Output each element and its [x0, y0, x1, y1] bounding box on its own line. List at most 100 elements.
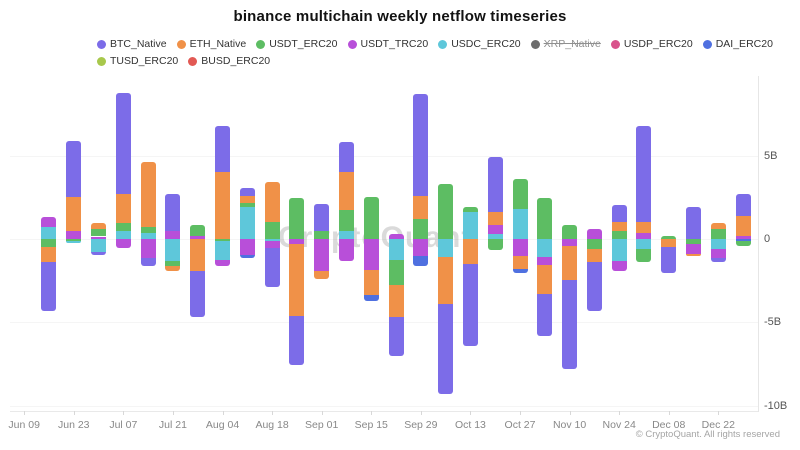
- bar-segment-usdt_trc20[interactable]: [537, 257, 553, 265]
- bar-segment-dai_erc20[interactable]: [512, 268, 528, 274]
- bar-segment-btc_native[interactable]: [661, 247, 677, 274]
- bar-segment-btc_native[interactable]: [289, 315, 305, 365]
- bar-segment-dai_erc20[interactable]: [735, 239, 751, 242]
- bar-segment-eth_native[interactable]: [91, 223, 107, 229]
- bar-segment-usdc_erc20[interactable]: [537, 239, 553, 258]
- bar-segment-eth_native[interactable]: [661, 239, 677, 248]
- bar-segment-usdt_trc20[interactable]: [239, 239, 255, 255]
- bar-segment-usdc_erc20[interactable]: [66, 241, 82, 244]
- bar-segment-usdt_trc20[interactable]: [710, 248, 726, 259]
- bar-segment-usdc_erc20[interactable]: [41, 227, 57, 239]
- bar-segment-eth_native[interactable]: [413, 195, 429, 219]
- bar-segment-usdt_erc20[interactable]: [314, 230, 330, 239]
- bar-segment-usdt_erc20[interactable]: [487, 239, 503, 250]
- bar-segment-usdt_erc20[interactable]: [462, 207, 478, 213]
- bar-segment-usdc_erc20[interactable]: [91, 239, 107, 253]
- bar-segment-eth_native[interactable]: [239, 195, 255, 204]
- bar-segment-btc_native[interactable]: [438, 303, 454, 394]
- bar-segment-dai_erc20[interactable]: [413, 255, 429, 266]
- bar-segment-usdt_trc20[interactable]: [41, 216, 57, 228]
- bar-segment-usdt_trc20[interactable]: [686, 243, 702, 254]
- bar-segment-eth_native[interactable]: [264, 181, 280, 223]
- bar-segment-eth_native[interactable]: [462, 239, 478, 264]
- bar-segment-usdt_trc20[interactable]: [91, 236, 107, 239]
- bar-segment-usdt_trc20[interactable]: [215, 259, 231, 266]
- bar-segment-btc_native[interactable]: [413, 94, 429, 196]
- bar-segment-usdc_erc20[interactable]: [165, 239, 181, 261]
- bar-segment-usdt_trc20[interactable]: [190, 235, 206, 239]
- bar-segment-usdc_erc20[interactable]: [462, 212, 478, 239]
- legend-item-usdt_trc20[interactable]: USDT_TRC20: [347, 38, 428, 50]
- bar-segment-usdt_erc20[interactable]: [661, 235, 677, 239]
- bar-segment-usdt_erc20[interactable]: [239, 203, 255, 207]
- legend-item-usdp_erc20[interactable]: USDP_ERC20: [610, 38, 693, 50]
- legend-item-usdt_erc20[interactable]: USDT_ERC20: [256, 38, 338, 50]
- bar-segment-usdt_erc20[interactable]: [264, 222, 280, 239]
- bar-segment-btc_native[interactable]: [239, 188, 255, 196]
- bar-segment-usdt_trc20[interactable]: [264, 241, 280, 249]
- bar-segment-eth_native[interactable]: [611, 221, 627, 231]
- bar-segment-usdt_erc20[interactable]: [165, 260, 181, 267]
- bar-segment-btc_native[interactable]: [66, 140, 82, 197]
- bar-segment-usdt_trc20[interactable]: [66, 230, 82, 239]
- bar-segment-btc_native[interactable]: [215, 125, 231, 173]
- bar-segment-usdc_erc20[interactable]: [611, 239, 627, 261]
- bar-segment-usdt_erc20[interactable]: [190, 224, 206, 236]
- bar-segment-usdt_erc20[interactable]: [438, 184, 454, 239]
- bar-segment-usdc_erc20[interactable]: [388, 239, 404, 260]
- bar-segment-eth_native[interactable]: [66, 196, 82, 231]
- bar-segment-eth_native[interactable]: [314, 270, 330, 279]
- bar-segment-usdt_erc20[interactable]: [686, 239, 702, 244]
- bar-segment-usdt_erc20[interactable]: [215, 239, 231, 242]
- bar-segment-eth_native[interactable]: [115, 194, 131, 224]
- bar-segment-eth_native[interactable]: [215, 172, 231, 239]
- bar-segment-usdt_erc20[interactable]: [363, 197, 379, 239]
- bar-segment-eth_native[interactable]: [710, 223, 726, 229]
- bar-segment-btc_native[interactable]: [115, 93, 131, 195]
- bar-segment-eth_native[interactable]: [586, 248, 602, 263]
- bar-segment-eth_native[interactable]: [537, 264, 553, 294]
- bar-segment-btc_native[interactable]: [735, 194, 751, 216]
- bar-segment-usdc_erc20[interactable]: [115, 230, 131, 239]
- bar-segment-btc_native[interactable]: [264, 248, 280, 288]
- bar-segment-btc_native[interactable]: [710, 258, 726, 263]
- legend-item-dai_erc20[interactable]: DAI_ERC20: [702, 38, 773, 50]
- bar-segment-eth_native[interactable]: [735, 215, 751, 236]
- bar-segment-usdt_erc20[interactable]: [413, 219, 429, 239]
- bar-segment-usdt_trc20[interactable]: [636, 233, 652, 239]
- bar-segment-usdt_trc20[interactable]: [338, 239, 354, 261]
- bar-segment-btc_native[interactable]: [611, 204, 627, 222]
- bar-segment-btc_native[interactable]: [537, 293, 553, 337]
- legend-item-eth_native[interactable]: ETH_Native: [176, 38, 246, 50]
- bar-segment-usdt_erc20[interactable]: [586, 239, 602, 249]
- bar-segment-usdt_erc20[interactable]: [512, 179, 528, 210]
- bar-segment-usdt_trc20[interactable]: [735, 235, 751, 239]
- bar-segment-eth_native[interactable]: [289, 243, 305, 316]
- bar-segment-btc_native[interactable]: [91, 252, 107, 255]
- legend-item-xrp_native[interactable]: XRP_Native: [530, 38, 601, 50]
- bar-segment-usdc_erc20[interactable]: [487, 234, 503, 239]
- bar-segment-btc_native[interactable]: [388, 317, 404, 356]
- bar-segment-usdt_erc20[interactable]: [41, 239, 57, 248]
- bar-segment-btc_native[interactable]: [314, 204, 330, 231]
- bar-segment-dai_erc20[interactable]: [363, 294, 379, 301]
- bar-segment-eth_native[interactable]: [388, 284, 404, 318]
- bar-segment-dai_erc20[interactable]: [239, 254, 255, 259]
- bar-segment-eth_native[interactable]: [363, 269, 379, 295]
- bar-segment-usdt_erc20[interactable]: [115, 223, 131, 231]
- bar-segment-btc_native[interactable]: [338, 142, 354, 173]
- bar-segment-btc_native[interactable]: [487, 157, 503, 213]
- bar-segment-eth_native[interactable]: [338, 172, 354, 210]
- bar-segment-usdt_trc20[interactable]: [562, 239, 578, 247]
- bar-segment-usdc_erc20[interactable]: [239, 206, 255, 239]
- bar-segment-usdc_erc20[interactable]: [710, 239, 726, 249]
- bar-segment-usdc_erc20[interactable]: [636, 239, 652, 249]
- bar-segment-btc_native[interactable]: [562, 279, 578, 369]
- bar-segment-btc_native[interactable]: [165, 194, 181, 231]
- bar-segment-usdc_erc20[interactable]: [438, 239, 454, 258]
- bar-segment-usdt_trc20[interactable]: [140, 239, 156, 259]
- bar-segment-usdt_erc20[interactable]: [338, 209, 354, 231]
- bar-segment-eth_native[interactable]: [487, 212, 503, 225]
- bar-segment-usdt_trc20[interactable]: [314, 239, 330, 271]
- bar-segment-usdt_erc20[interactable]: [710, 229, 726, 239]
